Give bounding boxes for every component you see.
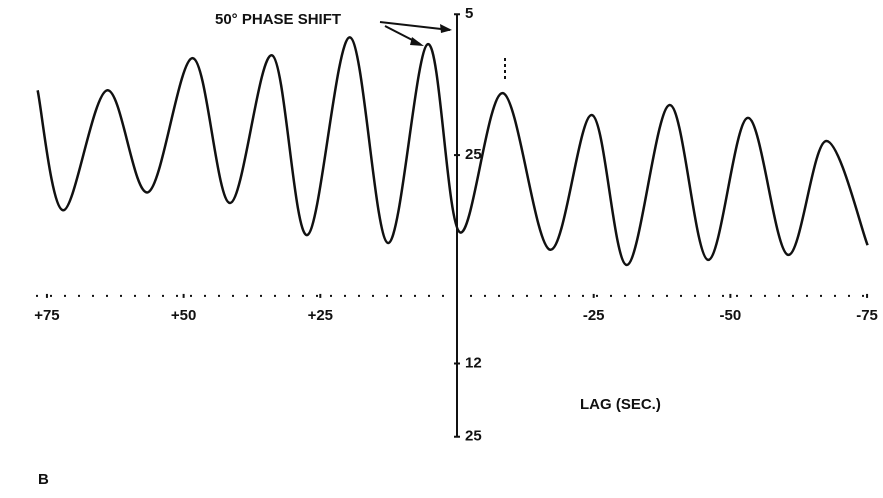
y-tick-label: 12 <box>465 354 482 371</box>
x-tick-label: -50 <box>720 307 742 324</box>
line-series <box>36 36 869 267</box>
panel-label: B <box>38 471 49 488</box>
x-tick-label: -25 <box>583 307 605 324</box>
arrow-head <box>410 37 424 46</box>
annotation-arrow <box>379 21 451 31</box>
y-tick-label: 5 <box>465 5 473 22</box>
x-tick-label: +75 <box>34 307 59 324</box>
x-axis-label: LAG (SEC.) <box>580 396 661 413</box>
y-tick-label: 25 <box>465 428 482 445</box>
arrow-head <box>440 24 452 33</box>
x-tick-label: +50 <box>171 307 196 324</box>
annotation: 50° PHASE SHIFT <box>215 11 341 28</box>
x-tick-label: +25 <box>308 307 333 324</box>
y-tick-label: 25 <box>465 146 482 163</box>
x-tick-label: -75 <box>856 307 878 324</box>
